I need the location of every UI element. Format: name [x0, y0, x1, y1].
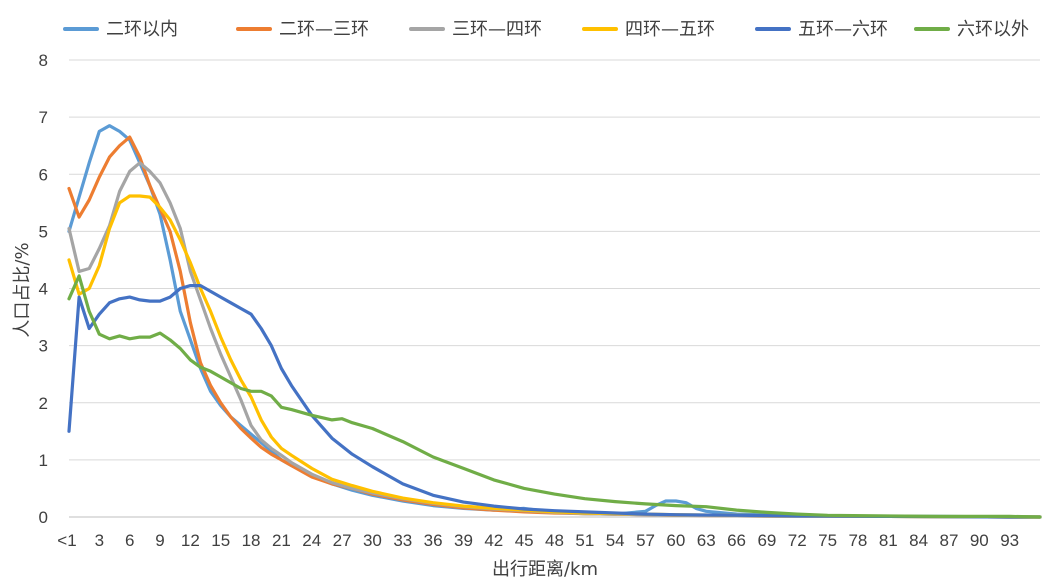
legend-label: 二环—三环 [279, 19, 369, 40]
y-tick-label: 7 [39, 108, 48, 127]
x-tick-label: 51 [575, 531, 594, 550]
series-line-3 [67, 161, 1042, 519]
legend-label: 六环以外 [957, 19, 1029, 40]
y-tick-label: 2 [39, 394, 48, 413]
x-tick-label: 72 [788, 531, 807, 550]
x-tick-label: 9 [155, 531, 164, 550]
y-tick-label: 5 [39, 222, 48, 241]
y-tick-label: 0 [39, 508, 48, 527]
series-line-5 [67, 284, 1042, 519]
x-tick-label: 90 [970, 531, 989, 550]
x-tick-label: 69 [757, 531, 776, 550]
x-tick-label: 39 [454, 531, 473, 550]
x-tick-label: 12 [181, 531, 200, 550]
y-tick-label: 8 [39, 51, 48, 70]
x-tick-label: 27 [333, 531, 352, 550]
x-tick-label: <1 [57, 531, 76, 550]
x-tick-label: 93 [1000, 531, 1019, 550]
series-line-6 [67, 274, 1042, 519]
y-tick-label: 1 [39, 451, 48, 470]
legend-label: 二环以内 [106, 19, 178, 40]
x-tick-label: 21 [272, 531, 291, 550]
x-tick-label: 3 [95, 531, 104, 550]
x-tick-label: 33 [393, 531, 412, 550]
x-tick-label: 30 [363, 531, 382, 550]
x-tick-label: 24 [302, 531, 321, 550]
x-tick-label: 87 [940, 531, 959, 550]
legend-label: 三环—四环 [452, 19, 542, 40]
x-tick-label: 81 [879, 531, 898, 550]
x-tick-label: 42 [484, 531, 503, 550]
legend-label: 五环—六环 [798, 19, 888, 40]
x-tick-label: 66 [727, 531, 746, 550]
x-tick-label: 57 [636, 531, 655, 550]
y-axis-ticks: 0 1 2 3 4 5 6 7 8 [39, 51, 48, 527]
x-tick-label: 45 [515, 531, 534, 550]
x-axis-title: 出行距离/km [492, 559, 598, 580]
x-axis-ticks: <1 3 6 9 12 15 18 21 24 27 30 33 36 39 42 45 48 51 54 57 60 6… [57, 531, 1019, 550]
x-tick-label: 6 [125, 531, 134, 550]
series-line-4 [67, 194, 1042, 519]
y-axis-title: 人口占比/% [12, 242, 33, 337]
legend-label: 四环—五环 [625, 19, 715, 40]
x-tick-label: 75 [818, 531, 837, 550]
x-tick-label: 54 [606, 531, 625, 550]
x-tick-label: 15 [211, 531, 230, 550]
x-tick-label: 48 [545, 531, 564, 550]
legend: 二环以内 二环—三环 三环—四环 四环—五环 五环—六环 六环以外 [63, 19, 1029, 40]
series-lines [67, 124, 1042, 519]
x-tick-label: 78 [848, 531, 867, 550]
x-tick-label: 60 [666, 531, 685, 550]
x-tick-label: 18 [242, 531, 261, 550]
y-tick-label: 6 [39, 165, 48, 184]
gridlines [69, 59, 1040, 518]
y-tick-label: 4 [39, 280, 48, 299]
x-tick-label: 63 [697, 531, 716, 550]
x-tick-label: 84 [909, 531, 928, 550]
x-tick-label: 36 [424, 531, 443, 550]
y-tick-label: 3 [39, 337, 48, 356]
